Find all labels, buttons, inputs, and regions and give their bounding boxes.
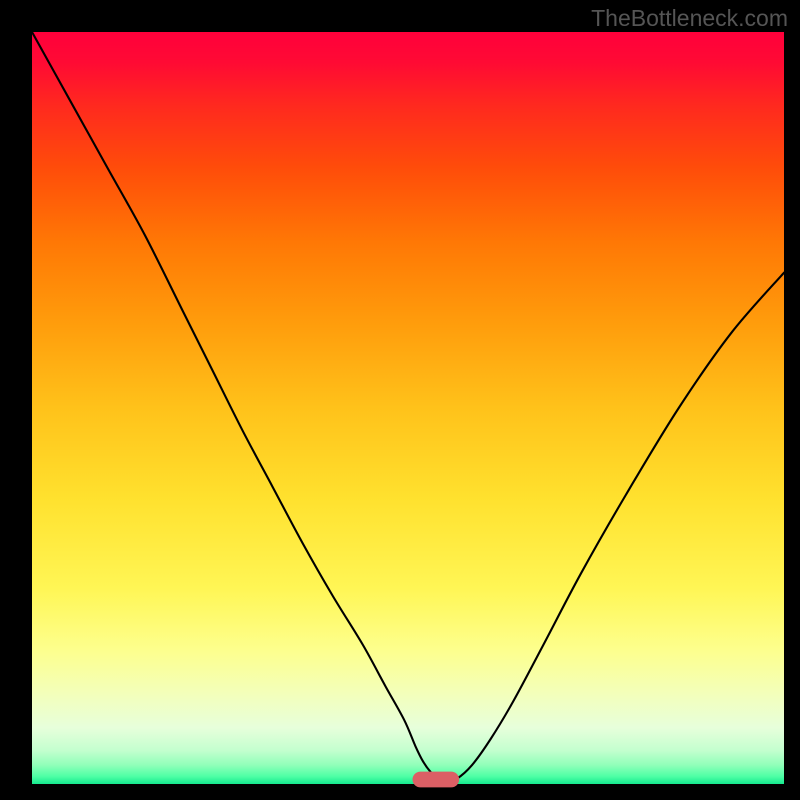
bottleneck-chart (0, 0, 800, 800)
chart-stage: TheBottleneck.com (0, 0, 800, 800)
